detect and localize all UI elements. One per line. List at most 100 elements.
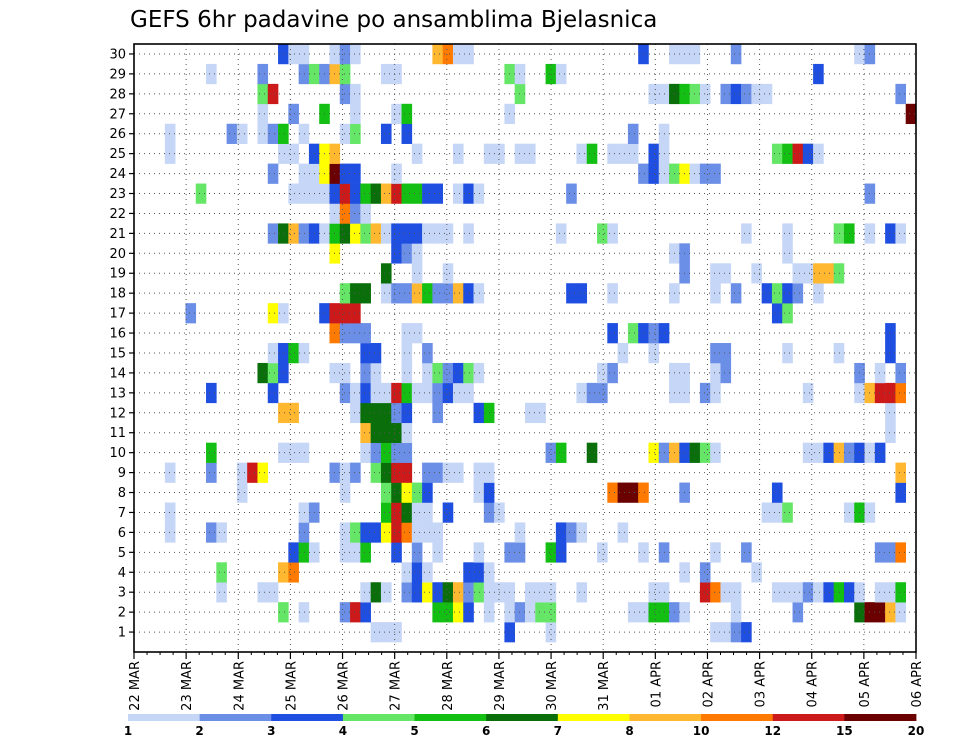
heatmap-cell xyxy=(360,602,371,623)
heatmap-cell xyxy=(710,582,721,603)
heatmap-cell xyxy=(607,143,618,164)
y-tick-label: 6 xyxy=(118,526,126,541)
heatmap-cell xyxy=(710,622,721,643)
heatmap-cell xyxy=(391,103,402,125)
heatmap-cell xyxy=(648,163,660,184)
heatmap-cell xyxy=(432,382,443,404)
y-tick-label: 8 xyxy=(118,486,126,501)
heatmap-cell xyxy=(792,283,804,304)
heatmap-cell xyxy=(730,622,742,643)
heatmap-cell xyxy=(278,303,289,324)
heatmap-cell xyxy=(710,163,721,184)
heatmap-cells xyxy=(164,44,917,643)
heatmap-cell xyxy=(350,402,361,424)
heatmap-cell xyxy=(350,303,361,324)
heatmap-cell xyxy=(566,522,577,543)
heatmap-cell xyxy=(874,382,886,404)
y-tick-label: 3 xyxy=(118,586,126,601)
heatmap-cell xyxy=(648,442,660,463)
heatmap-cell xyxy=(473,582,485,603)
heatmap-cell xyxy=(813,263,824,284)
heatmap-cell xyxy=(411,243,423,264)
heatmap-cell xyxy=(380,422,392,443)
heatmap-cell xyxy=(411,183,423,204)
heatmap-cell xyxy=(206,382,217,404)
y-tick-label: 28 xyxy=(109,87,126,102)
heatmap-cell xyxy=(247,462,258,483)
heatmap-cell xyxy=(391,223,402,244)
heatmap-cell xyxy=(833,582,845,603)
heatmap-cell xyxy=(401,402,413,424)
heatmap-cell xyxy=(720,362,732,384)
y-tick-label: 30 xyxy=(109,47,126,62)
heatmap-cell xyxy=(751,263,762,284)
heatmap-cell xyxy=(813,63,824,85)
x-tick-label: 06 APR xyxy=(910,661,925,707)
heatmap-cell xyxy=(432,223,443,244)
heatmap-cell xyxy=(555,542,567,563)
heatmap-cell xyxy=(298,602,310,623)
x-tick-label: 31 MAR xyxy=(597,661,612,711)
heatmap-cell xyxy=(350,223,361,244)
heatmap-cell xyxy=(597,542,608,563)
heatmap-cell xyxy=(699,442,711,463)
heatmap-cell xyxy=(710,382,721,404)
legend-label: 5 xyxy=(410,724,418,738)
heatmap-cell xyxy=(267,123,279,144)
heatmap-cell xyxy=(874,602,886,623)
legend-label: 10 xyxy=(693,724,710,738)
y-tick-label: 10 xyxy=(109,446,126,461)
heatmap-cell xyxy=(298,63,310,85)
legend-swatch xyxy=(199,714,272,721)
legend-label: 20 xyxy=(908,724,925,738)
heatmap-cell xyxy=(278,343,289,364)
heatmap-cell xyxy=(422,562,433,583)
heatmap-cell xyxy=(792,602,804,623)
heatmap-cell xyxy=(730,283,742,304)
heatmap-cell xyxy=(164,143,176,164)
heatmap-cell xyxy=(895,362,907,384)
heatmap-cell xyxy=(823,582,834,603)
heatmap-cell xyxy=(597,362,608,384)
heatmap-cell xyxy=(257,362,269,384)
heatmap-cell xyxy=(422,223,433,244)
heatmap-cell xyxy=(350,203,361,224)
x-tick-label: 30 MAR xyxy=(545,661,560,711)
heatmap-cell xyxy=(257,462,269,483)
legend-swatch xyxy=(128,714,201,721)
heatmap-cell xyxy=(885,582,896,603)
y-tick-label: 25 xyxy=(109,147,126,162)
heatmap-cell xyxy=(771,303,783,324)
heatmap-cell xyxy=(473,542,485,563)
heatmap-cell xyxy=(607,283,618,304)
heatmap-cell xyxy=(432,522,443,543)
heatmap-cell xyxy=(236,123,248,144)
heatmap-cell xyxy=(216,582,227,603)
heatmap-cell xyxy=(751,83,762,105)
heatmap-cell xyxy=(771,143,783,164)
heatmap-cell xyxy=(401,283,413,304)
heatmap-cell xyxy=(473,462,485,483)
heatmap-cell xyxy=(370,422,382,443)
heatmap-cell xyxy=(432,44,443,65)
heatmap-cell xyxy=(380,123,392,144)
legend-label: 12 xyxy=(764,724,781,738)
x-tick-label: 24 MAR xyxy=(232,661,247,711)
heatmap-cell xyxy=(216,562,227,583)
heatmap-cell xyxy=(339,283,351,304)
legend-label: 2 xyxy=(195,724,203,738)
heatmap-cell xyxy=(802,382,814,404)
heatmap-cell xyxy=(761,83,773,105)
heatmap-cell xyxy=(411,562,423,583)
heatmap-cell xyxy=(164,502,176,523)
x-tick-label: 03 APR xyxy=(754,661,769,707)
heatmap-cell xyxy=(339,203,351,224)
heatmap-cell xyxy=(895,83,907,105)
heatmap-cell xyxy=(370,382,382,404)
heatmap-cell xyxy=(339,362,351,384)
x-tick-label: 04 APR xyxy=(806,661,821,707)
heatmap-cell xyxy=(288,542,299,563)
heatmap-cell xyxy=(452,462,464,483)
heatmap-cell xyxy=(391,422,402,443)
heatmap-cell xyxy=(339,163,351,184)
